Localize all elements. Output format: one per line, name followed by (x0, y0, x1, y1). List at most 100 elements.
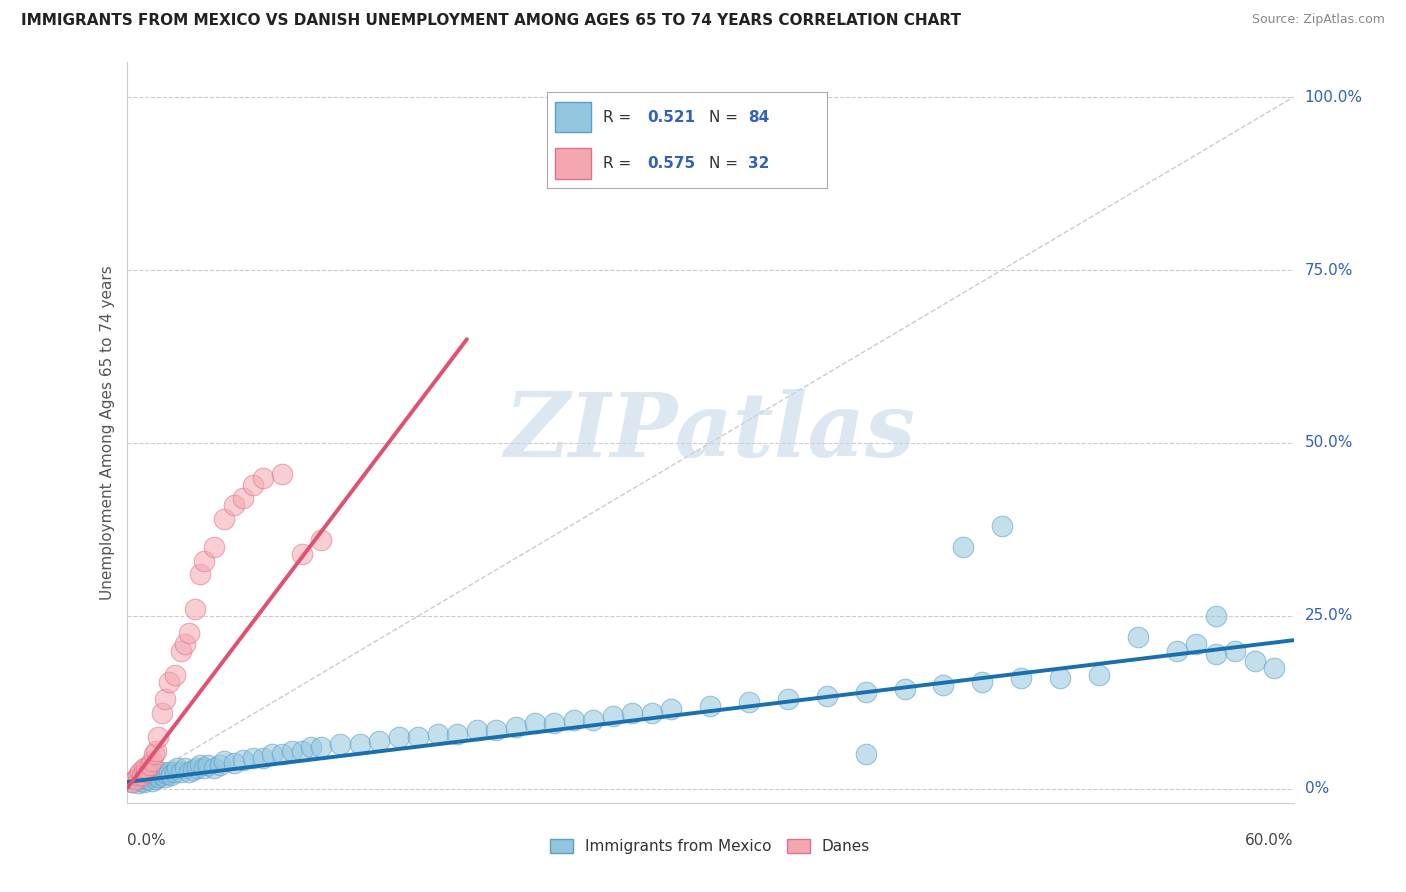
Point (142, 747, 165, 762)
Point (1185, 637, 1208, 651)
Point (212, 754, 235, 768)
Point (193, 761, 215, 775)
Point (699, 698, 721, 713)
Point (139, 770, 162, 784)
Point (242, 751, 264, 765)
Point (202, 540, 225, 554)
Point (1010, 671, 1032, 685)
Point (121, 775, 143, 789)
Point (485, 723, 508, 738)
Point (141, 754, 163, 768)
Point (150, 706, 173, 720)
Point (1223, 643, 1246, 657)
Point (136, 772, 159, 786)
Point (127, 776, 149, 790)
Text: 25.0%: 25.0% (1305, 608, 1353, 624)
Point (329, 737, 352, 751)
Point (186, 761, 208, 775)
Point (160, 768, 183, 782)
Point (1263, 661, 1285, 675)
Point (165, 667, 187, 681)
Point (562, 713, 585, 727)
Point (135, 768, 157, 782)
Point (146, 730, 169, 744)
Point (952, 540, 974, 554)
Point (165, 764, 187, 779)
Point (446, 726, 468, 740)
Point (212, 512, 235, 526)
Point (582, 713, 605, 727)
Point (135, 772, 157, 786)
Point (426, 726, 449, 740)
Point (157, 674, 180, 689)
Point (232, 491, 254, 506)
Point (349, 737, 371, 751)
Point (738, 696, 761, 710)
Legend: Immigrants from Mexico, Danes: Immigrants from Mexico, Danes (543, 831, 877, 862)
Point (232, 753, 254, 767)
Point (177, 764, 200, 779)
Text: 75.0%: 75.0% (1305, 262, 1353, 277)
Point (208, 757, 231, 772)
Point (271, 747, 294, 762)
Point (157, 764, 180, 779)
Point (156, 766, 179, 780)
Point (262, 747, 284, 762)
Point (309, 740, 332, 755)
Point (299, 740, 322, 755)
Point (990, 519, 1012, 533)
Point (125, 772, 148, 786)
Point (1166, 643, 1188, 657)
Point (543, 716, 565, 731)
Point (193, 554, 215, 568)
Text: 50.0%: 50.0% (1305, 435, 1353, 450)
Text: 100.0%: 100.0% (1305, 89, 1362, 104)
Point (170, 643, 193, 657)
Point (155, 770, 177, 784)
Y-axis label: Unemployment Among Ages 65 to 74 years: Unemployment Among Ages 65 to 74 years (100, 265, 115, 600)
Point (166, 761, 188, 775)
Point (139, 757, 162, 772)
Point (146, 770, 169, 784)
Point (290, 744, 312, 758)
Point (202, 761, 225, 775)
Point (641, 706, 664, 720)
Point (131, 768, 153, 782)
Point (145, 772, 167, 786)
Point (855, 685, 877, 699)
Point (242, 477, 264, 491)
Point (183, 602, 205, 616)
Point (135, 764, 157, 779)
Point (132, 775, 155, 789)
Point (121, 775, 143, 789)
Text: Source: ZipAtlas.com: Source: ZipAtlas.com (1251, 13, 1385, 27)
Point (1126, 630, 1149, 644)
Point (271, 467, 294, 482)
Text: 0.0%: 0.0% (127, 833, 166, 848)
Point (408, 730, 430, 744)
Point (815, 689, 838, 703)
Point (177, 626, 200, 640)
Point (129, 764, 152, 779)
Point (131, 773, 153, 788)
Point (190, 757, 212, 772)
Point (972, 674, 994, 689)
Point (855, 747, 877, 762)
Text: 0%: 0% (1305, 781, 1329, 797)
Point (1049, 671, 1071, 685)
Point (132, 761, 155, 775)
Point (197, 757, 219, 772)
Text: ZIPatlas: ZIPatlas (505, 390, 915, 475)
Point (602, 709, 624, 723)
Point (222, 498, 245, 512)
Point (135, 761, 157, 775)
Point (222, 756, 245, 770)
Point (893, 681, 915, 696)
Point (145, 744, 167, 758)
Point (127, 768, 149, 782)
Point (142, 768, 165, 782)
Point (290, 547, 312, 561)
Point (388, 730, 411, 744)
Point (131, 770, 153, 784)
Point (659, 702, 682, 716)
